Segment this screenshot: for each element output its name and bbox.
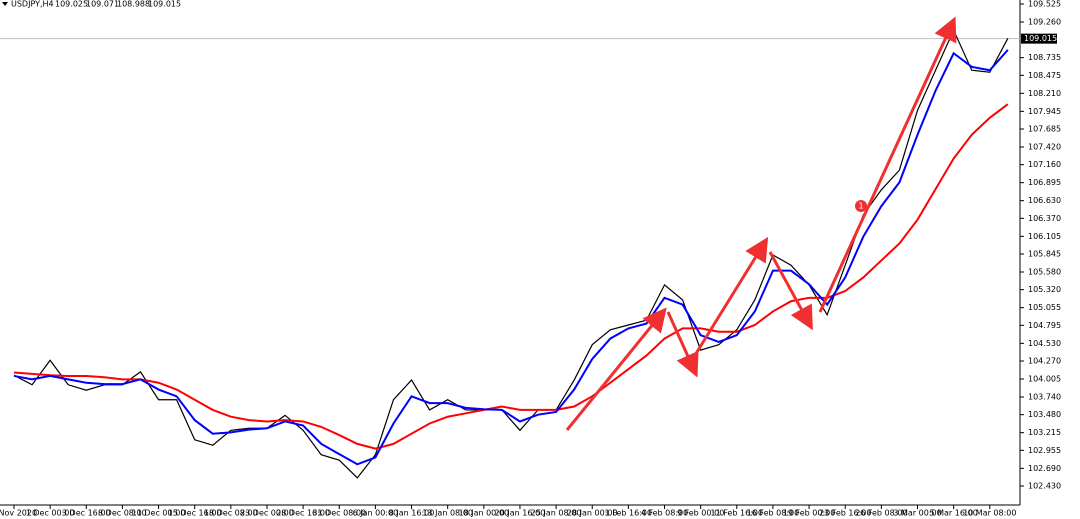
y-tick-label: 105.580: [1028, 268, 1061, 277]
arrow: [565, 307, 667, 431]
x-tick-label: 1 Dec 00:00: [26, 509, 75, 518]
marker-circle: [855, 200, 867, 212]
arrow: [690, 236, 769, 361]
x-tick-label: 23 Feb 16:00: [819, 509, 871, 518]
y-tick-label: 104.005: [1028, 375, 1061, 384]
x-tick-label: 15 Dec 16:00: [168, 509, 222, 518]
arrow: [818, 16, 957, 313]
x-tick-label: 18 Jan 00:00: [458, 509, 509, 518]
y-tick-label: 108.735: [1028, 53, 1061, 62]
x-tick-label: 13 Jan 08:00: [422, 509, 473, 518]
y-tick-label: 107.420: [1028, 143, 1061, 152]
x-tick-label: 10 Mar 08:00: [963, 509, 1016, 518]
y-tick-label: 103.480: [1028, 410, 1061, 419]
marker-label: 1: [858, 202, 863, 211]
y-tick-label: 108.475: [1028, 71, 1061, 80]
arrow: [666, 311, 699, 378]
y-tick-label: 107.160: [1028, 160, 1061, 169]
y-tick-label: 106.105: [1028, 232, 1061, 241]
current-price-box: [1021, 33, 1057, 44]
x-tick-label: 6 Jan 00:00: [353, 509, 399, 518]
y-tick-label: 103.215: [1028, 428, 1061, 437]
current-price-label: 109.015: [1024, 34, 1057, 43]
price-line: [13, 49, 1009, 466]
x-tick-label: 26 Feb 08:00: [855, 509, 907, 518]
y-tick-label: 102.690: [1028, 464, 1061, 473]
y-tick-label: 107.685: [1028, 125, 1061, 134]
x-tick-label: 1 Feb 16:00: [605, 509, 652, 518]
y-tick-label: 108.210: [1028, 89, 1061, 98]
arrow: [768, 251, 813, 331]
y-tick-label: 107.945: [1028, 107, 1061, 116]
ohlc-value: 109.025: [55, 0, 88, 9]
y-tick-label: 106.630: [1028, 196, 1061, 205]
y-tick-label: 104.270: [1028, 356, 1061, 365]
y-tick-label: 102.955: [1028, 446, 1061, 455]
y-tick-label: 103.740: [1028, 393, 1061, 402]
ohlc-value: 109.015: [148, 0, 181, 9]
ohlc-value: 109.071: [86, 0, 119, 9]
x-tick-label: 8 Jan 16:00: [389, 509, 435, 518]
x-tick-label: 8 Dec 08:00: [98, 509, 147, 518]
x-tick-label: 25 Jan 08:00: [531, 509, 582, 518]
x-tick-label: 6 Nov 2020: [0, 509, 37, 518]
y-tick-label: 104.795: [1028, 321, 1061, 330]
y-tick-label: 105.055: [1028, 303, 1061, 312]
x-tick-label: 19 Feb 00:00: [783, 509, 835, 518]
x-tick-label: 28 Jan 00:00: [567, 509, 618, 518]
x-tick-label: 11 Feb 16:00: [711, 509, 763, 518]
x-tick-label: 28 Dec 16:00: [276, 509, 330, 518]
x-tick-label: 20 Jan 16:00: [495, 509, 546, 518]
y-tick-label: 105.320: [1028, 285, 1061, 294]
y-tick-label: 109.260: [1028, 18, 1061, 27]
y-tick-label: 109.525: [1028, 0, 1061, 9]
x-tick-label: 23 Dec 00:00: [240, 509, 294, 518]
x-tick-label: 9 Feb 00:00: [677, 509, 724, 518]
x-tick-label: 31 Dec 08:00: [312, 509, 366, 518]
x-tick-label: 16 Feb 08:00: [747, 509, 799, 518]
y-tick-label: 106.370: [1028, 214, 1061, 223]
y-tick-label: 102.430: [1028, 482, 1061, 491]
menu-arrow[interactable]: [2, 2, 8, 6]
symbol: USDJPY,H4: [11, 0, 54, 9]
x-tick-label: 4 Feb 08:00: [641, 509, 688, 518]
y-tick-label: 105.845: [1028, 250, 1061, 259]
x-tick-label: 11 Dec 00:00: [132, 509, 186, 518]
x-tick-label: 5 Mar 16:00: [929, 509, 977, 518]
x-tick-label: 3 Dec 16:00: [62, 509, 111, 518]
y-tick-label: 104.530: [1028, 339, 1061, 348]
price-line: [13, 103, 1009, 450]
x-tick-label: 18 Dec 08:00: [204, 509, 258, 518]
ohlc-value: 108.988: [117, 0, 150, 9]
drawn-arrows: [565, 16, 957, 431]
x-tick-label: 3 Mar 00:00: [893, 509, 941, 518]
y-tick-label: 106.895: [1028, 178, 1061, 187]
price-line: [13, 28, 1009, 479]
